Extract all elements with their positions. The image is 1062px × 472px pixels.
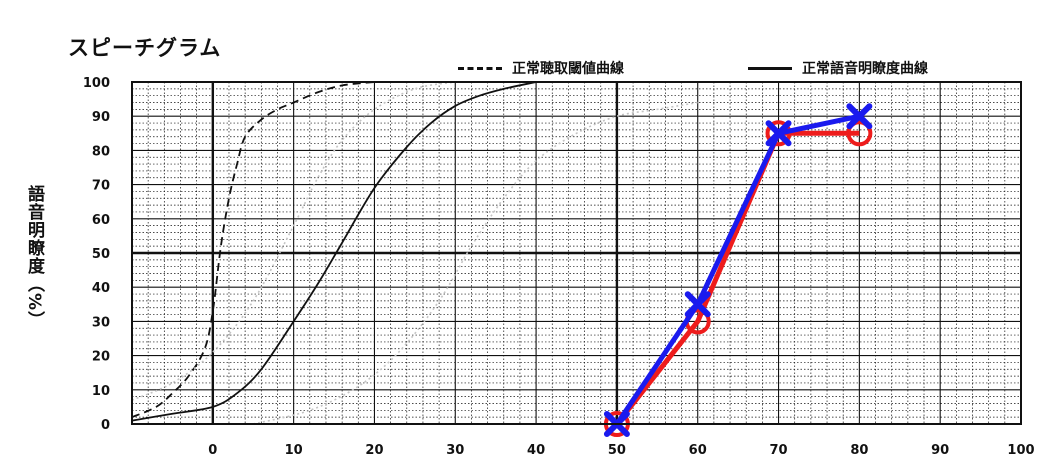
y-tick-label: 10 xyxy=(92,384,110,399)
x-tick-label: 50 xyxy=(608,443,626,458)
x-tick-label: 90 xyxy=(931,443,949,458)
reference-curve-1 xyxy=(131,81,537,422)
data-series xyxy=(603,103,873,437)
y-tick-label: 40 xyxy=(92,281,110,296)
reference-curve-2 xyxy=(131,81,456,401)
y-axis-label: 語音明瞭度（%） xyxy=(24,185,44,330)
y-tick-label: 70 xyxy=(92,179,110,194)
legend-item-threshold: 正常聴取閾値曲線 xyxy=(458,58,624,78)
legend-label-threshold: 正常聴取閾値曲線 xyxy=(512,61,624,77)
reference-curves xyxy=(131,81,698,425)
data-point-circle xyxy=(846,120,873,147)
y-tick-label: 90 xyxy=(92,110,110,125)
y-tick-label: 0 xyxy=(101,418,110,433)
x-tick-label: 60 xyxy=(689,443,707,458)
y-tick-label: 80 xyxy=(92,144,110,159)
data-point-cross xyxy=(684,291,711,318)
cross-stroke xyxy=(684,291,711,318)
legend-item-articulation: 正常語音明瞭度曲線 xyxy=(748,58,928,78)
x-tick-label: 20 xyxy=(365,443,383,458)
x-tick-label: 0 xyxy=(208,443,217,458)
y-tick-label: 60 xyxy=(92,213,110,228)
y-tick-label: 100 xyxy=(83,76,110,91)
x-tick-label: 70 xyxy=(769,443,787,458)
x-tick-label: 80 xyxy=(850,443,868,458)
chart-title: スピーチグラム xyxy=(68,36,222,60)
y-tick-label: 30 xyxy=(92,315,110,330)
plot-frame xyxy=(131,81,1022,425)
cross-stroke xyxy=(846,103,873,130)
data-point-cross xyxy=(765,120,792,147)
tick-labels: 0 10 20 30 40 50 60 70 80 90 100 0 10 20 30 40 50 60 70 80 9… xyxy=(83,76,1035,458)
legend-label-articulation: 正常語音明瞭度曲線 xyxy=(802,61,928,77)
y-tick-label: 20 xyxy=(92,350,110,365)
x-tick-label: 40 xyxy=(527,443,545,458)
y-tick-label: 50 xyxy=(92,247,110,262)
legend-solid-line-icon xyxy=(748,66,792,70)
cross-stroke xyxy=(765,120,792,147)
series-line-0 xyxy=(614,130,860,426)
reference-curve-3 xyxy=(253,101,698,425)
reference-curve-0 xyxy=(131,81,375,418)
series-line-1 xyxy=(614,113,860,426)
x-tick-label: 100 xyxy=(1007,443,1034,458)
legend-dashed-line-icon xyxy=(458,66,502,70)
data-point-cross xyxy=(846,103,873,130)
x-tick-label: 10 xyxy=(285,443,303,458)
x-tick-label: 30 xyxy=(446,443,464,458)
